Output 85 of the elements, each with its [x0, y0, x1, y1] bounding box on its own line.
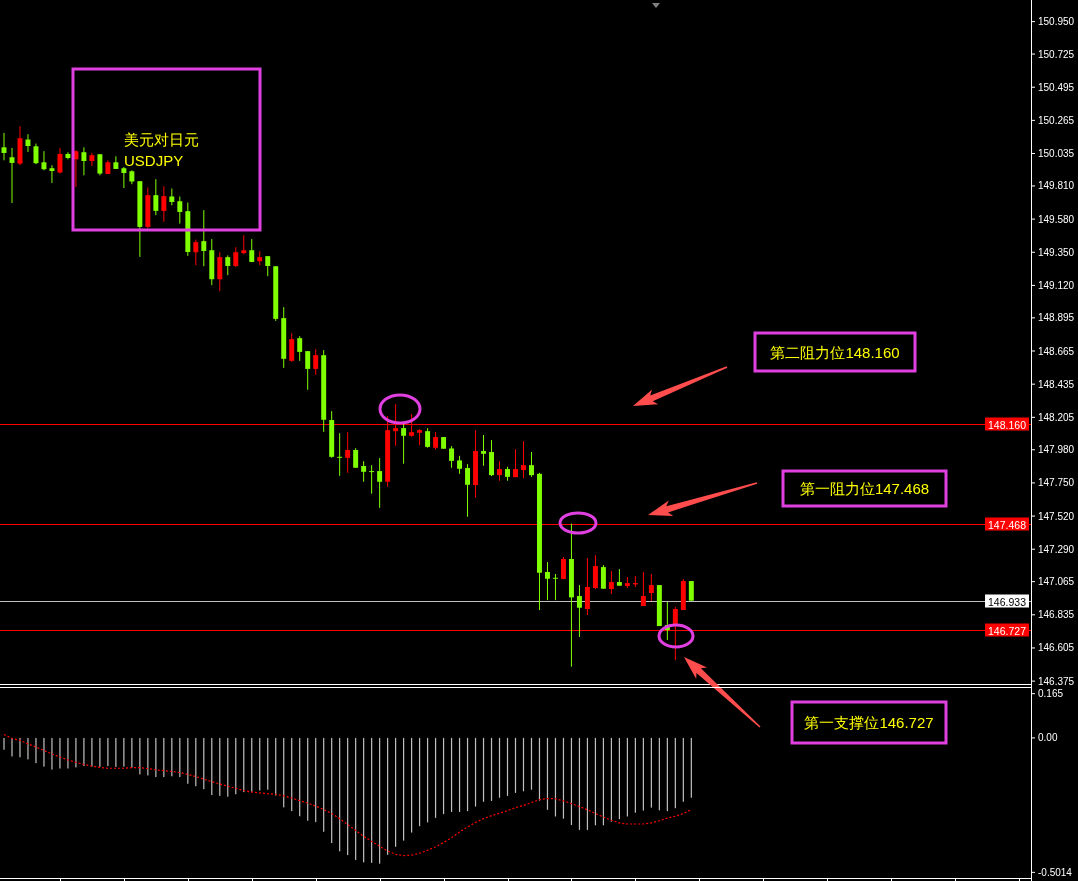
candlestick: [113, 155, 119, 170]
y-tick-label: 150.495: [1038, 81, 1075, 93]
text: USDJPY: [124, 151, 184, 169]
candlestick: [161, 185, 167, 223]
candlestick: [544, 561, 550, 601]
candlestick: [401, 421, 407, 465]
y-tick-label: 149.580: [1038, 213, 1075, 225]
candlestick: [153, 178, 159, 216]
candlestick: [600, 564, 606, 590]
candlestick: [521, 440, 526, 479]
y-tick-label: 146.605: [1038, 642, 1075, 654]
candlestick: [289, 332, 295, 363]
candlestick: [97, 153, 103, 176]
candlestick: [361, 460, 367, 483]
candlestick: [592, 554, 598, 590]
candlestick: [576, 584, 582, 638]
candlestick: [121, 166, 127, 189]
candlestick: [89, 152, 95, 167]
candlestick: [449, 445, 455, 469]
y-tick-label: 147.980: [1038, 444, 1075, 456]
candlestick: [584, 557, 590, 616]
candlestick: [297, 335, 303, 362]
candlestick: [353, 447, 359, 469]
y-tick-label: 150.950: [1038, 16, 1075, 28]
candlestick: [81, 146, 87, 176]
candlestick: [41, 150, 47, 171]
y-tick-label: 148.895: [1038, 312, 1075, 324]
y-tick-label: 146.835: [1038, 609, 1075, 621]
candlestick: [529, 451, 534, 478]
y-tick-label: 147.520: [1038, 510, 1075, 522]
candlestick: [457, 455, 463, 475]
y-tick-label: 150.265: [1038, 114, 1075, 126]
y-tick-label: 0.165: [1038, 688, 1064, 700]
y-tick-label: 147.290: [1038, 543, 1075, 555]
candlestick: [217, 251, 223, 292]
annotation: 第一支撑位146.727: [804, 714, 934, 731]
candlestick: [497, 460, 502, 482]
candlestick: [608, 570, 614, 595]
y-tick-label: 149.120: [1038, 279, 1075, 291]
y-tick-label: 149.350: [1038, 246, 1075, 258]
candlestick: [241, 234, 247, 255]
candlestick: [465, 463, 471, 518]
candlestick: [305, 350, 311, 391]
y-tick-label: 147.750: [1038, 477, 1075, 489]
y-tick-label: 150.035: [1038, 148, 1075, 160]
annotation: 第二阻力位148.160: [770, 343, 900, 361]
candlestick: [640, 571, 646, 607]
candlestick: [648, 573, 654, 602]
candlestick: [337, 432, 343, 477]
y-tick-label: 148.435: [1038, 378, 1075, 390]
candlestick: [225, 254, 231, 276]
y-tick-label: 0.00: [1038, 732, 1058, 744]
candlestick: [57, 147, 63, 175]
candlestick: [25, 133, 31, 153]
candlestick: [33, 143, 39, 165]
annotation: 第一阻力位147.468: [799, 480, 930, 497]
candlestick: [489, 439, 494, 477]
y-tick-label: 148.205: [1038, 411, 1075, 423]
line-series: [3, 733, 692, 857]
y-tick-label: 148.665: [1038, 345, 1075, 357]
text: 美元对日元: [124, 130, 199, 148]
y-tick-label: -0.5014: [1038, 866, 1073, 878]
candlestick: [369, 464, 375, 495]
y-tick-label: 150.725: [1038, 48, 1075, 60]
candlestick: [513, 448, 518, 478]
ref-line-label: 148.160: [988, 418, 1027, 431]
candlestick: [552, 573, 558, 601]
candlestick: [177, 195, 183, 225]
candlestick: [265, 255, 271, 277]
y-tick-label: 147.065: [1038, 576, 1075, 588]
candlestick: [425, 427, 431, 449]
candlestick: [201, 209, 207, 267]
candlestick: [193, 239, 199, 266]
candlestick: [233, 246, 239, 268]
ref-line-label: 147.468: [988, 518, 1027, 531]
y-tick-label: 149.810: [1038, 180, 1075, 192]
ref-line-label: 146.727: [988, 624, 1027, 637]
ref-line-label: 146.933: [988, 595, 1027, 608]
candlestick: [345, 431, 351, 474]
y-tick-label: 146.375: [1038, 675, 1075, 687]
candlestick: [481, 434, 487, 467]
candlestick: [313, 348, 319, 376]
candlestick: [377, 457, 383, 509]
candlestick: [688, 580, 694, 602]
candlestick: [49, 164, 55, 184]
